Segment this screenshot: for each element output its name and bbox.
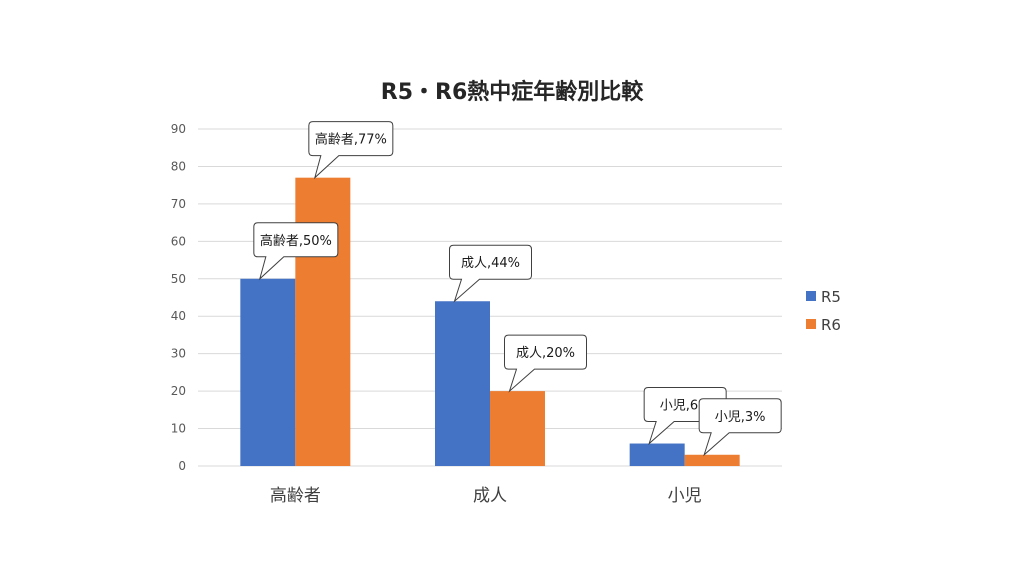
legend-swatch-r5 [806,291,816,301]
data-label-text: 高齢者,77% [315,132,387,148]
data-label-callout [504,334,587,393]
data-label-callout [698,398,782,457]
bar-r6-1 [490,391,545,466]
chart-title: R5・R6熱中症年齢別比較 [381,79,644,105]
bar-r5-1 [435,301,490,466]
data-label-text: 小児,3% [715,410,766,425]
data-label-text: 高齢者,50% [260,233,332,249]
legend-label: R5 [821,288,841,306]
bar-r6-0 [295,177,351,466]
y-tick-label: 50 [171,272,186,286]
y-tick-label: 70 [171,197,186,211]
bar-r5-2 [629,443,685,466]
y-tick-label: 10 [171,422,186,436]
bar-r6-2 [684,454,740,466]
legend-label: R6 [821,316,841,334]
x-category-label: 成人 [473,486,507,506]
data-label-text: 小児,6% [660,399,711,414]
data-label-callout [449,244,532,303]
bar-r5-0 [240,278,296,466]
y-tick-label: 60 [171,234,186,248]
data-label-layer: 高齢者,50% 成人,44% 小児,6% 高齢者,77% 成人,20% 小児,3% [253,121,782,457]
data-label-callout [253,222,339,281]
legend-swatch-r6 [806,319,816,329]
x-category-label: 高齢者 [270,486,321,506]
y-tick-label: 40 [171,309,186,323]
legend: R5 R6 [806,288,841,334]
data-label-text: 成人,20% [516,346,575,361]
data-label-text: 成人,44% [461,256,520,271]
x-category-label: 小児 [668,486,702,506]
y-tick-label: 0 [178,459,186,473]
y-tick-label: 80 [171,159,186,173]
x-axis-labels: 高齢者 成人 小児 [270,486,702,506]
y-tick-label: 20 [171,384,186,398]
data-label-callout [308,121,394,180]
y-tick-label: 90 [171,122,186,136]
y-tick-label: 30 [171,347,186,361]
